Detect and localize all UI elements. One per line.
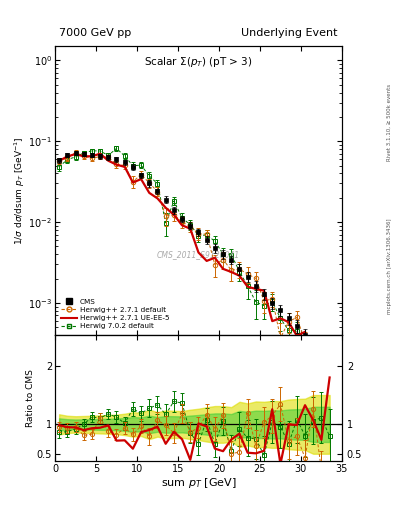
X-axis label: sum $p_{T}$ [GeV]: sum $p_{T}$ [GeV] [161, 476, 236, 490]
Text: Underlying Event: Underlying Event [241, 28, 338, 38]
Text: Rivet 3.1.10, ≥ 500k events: Rivet 3.1.10, ≥ 500k events [387, 84, 392, 161]
Text: mcplots.cern.ch [arXiv:1306.3436]: mcplots.cern.ch [arXiv:1306.3436] [387, 219, 392, 314]
Text: CMS_2011_S9120041: CMS_2011_S9120041 [157, 250, 240, 259]
Text: Scalar $\Sigma(p_{T})$ (pT > 3): Scalar $\Sigma(p_{T})$ (pT > 3) [144, 55, 253, 69]
Legend: CMS, Herwig++ 2.7.1 default, Herwig++ 2.7.1 UE-EE-5, Herwig 7.0.2 default: CMS, Herwig++ 2.7.1 default, Herwig++ 2.… [59, 296, 171, 331]
Y-axis label: Ratio to CMS: Ratio to CMS [26, 369, 35, 427]
Y-axis label: 1/$\sigma$ d$\sigma$/dsum $p_{T}$ [GeV$^{-1}$]: 1/$\sigma$ d$\sigma$/dsum $p_{T}$ [GeV$^… [13, 136, 27, 245]
Text: 7000 GeV pp: 7000 GeV pp [59, 28, 131, 38]
